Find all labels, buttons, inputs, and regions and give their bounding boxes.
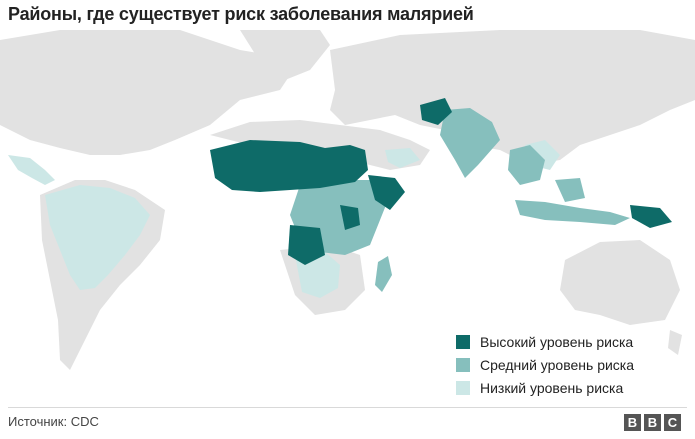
bbc-logo-letter-1: B [624, 414, 641, 431]
legend-label-high: Высокий уровень риска [480, 333, 634, 350]
legend-swatch-low [456, 380, 470, 395]
land-new-zealand [668, 330, 682, 355]
high-central-africa [288, 225, 325, 265]
medium-indonesia [515, 200, 630, 225]
land-japan [610, 100, 628, 130]
legend-label-medium: Средний уровень риска [480, 356, 635, 373]
footer-divider [8, 407, 687, 408]
medium-india [440, 108, 500, 178]
legend-item-low: Низкий уровень риска [456, 376, 634, 399]
legend-item-high: Высокий уровень риска [456, 330, 634, 353]
legend-label-low: Низкий уровень риска [480, 379, 624, 396]
bbc-logo-letter-3: C [664, 414, 681, 431]
high-east-africa [340, 205, 360, 230]
high-horn-of-africa [368, 175, 405, 210]
low-central-america [8, 155, 55, 185]
land-greenland [240, 30, 330, 80]
world-map [0, 30, 695, 404]
legend-item-medium: Средний уровень риска [456, 353, 634, 376]
low-south-america [45, 185, 150, 290]
land-north-america [0, 30, 300, 155]
legend-swatch-high [456, 334, 470, 349]
source-note: Источник: CDC [8, 414, 99, 429]
medium-southeast-asia [508, 145, 545, 185]
medium-borneo [555, 178, 585, 202]
page-title: Районы, где существует риск заболевания … [8, 4, 474, 24]
medium-madagascar [375, 256, 392, 292]
land-eurasia [330, 30, 695, 165]
land-north-africa [210, 120, 430, 170]
legend: Высокий уровень риска Средний уровень ри… [456, 330, 634, 399]
high-afghanistan [420, 98, 452, 125]
bbc-logo-letter-2: B [644, 414, 661, 431]
low-middle-east [385, 148, 420, 168]
high-risk-regions [210, 98, 672, 265]
high-new-guinea [630, 205, 672, 228]
high-west-africa [210, 140, 368, 192]
land-australia [560, 240, 680, 325]
bbc-logo: B B C [624, 414, 681, 431]
world-map-svg [0, 30, 695, 370]
legend-swatch-medium [456, 357, 470, 372]
